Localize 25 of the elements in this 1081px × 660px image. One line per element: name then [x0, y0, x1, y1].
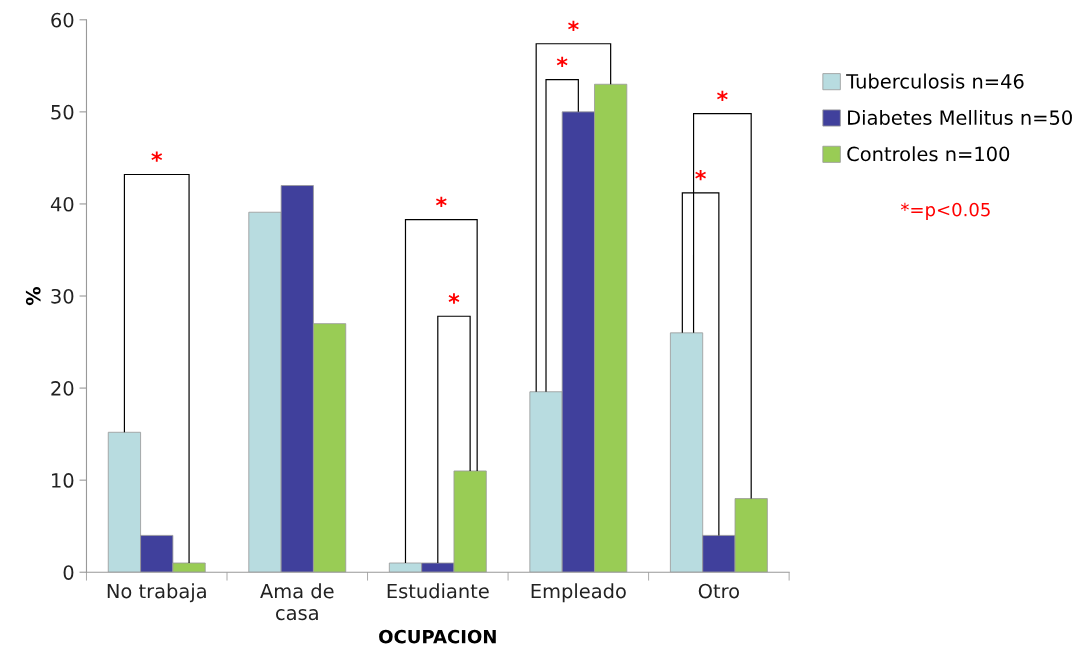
annotation: * [151, 151, 163, 162]
y-tick-label: 0 [63, 565, 74, 580]
annotation: * [695, 169, 706, 181]
y-tick-label: 20 [51, 381, 74, 396]
y-tick-label: 10 [52, 473, 74, 488]
x-tick-label: Empleado [531, 583, 626, 603]
x-tick-label: No trabaja [107, 583, 206, 603]
x-tick-label: Otro [698, 583, 739, 599]
annotation: * [448, 293, 460, 304]
x-tick-label: Ama de casa [260, 583, 334, 621]
annotation: * [568, 20, 579, 32]
annotation: * [717, 90, 728, 102]
annotation: * [556, 56, 568, 68]
annotation: * [435, 196, 447, 207]
legend-label: Controles n=100 [847, 146, 1010, 162]
x-axis-title: OCUPACION [379, 629, 496, 644]
y-tick-label: 40 [50, 196, 74, 212]
y-axis-title: % [25, 286, 41, 306]
text: *=p<0.05 [900, 202, 990, 220]
legend-label: Tuberculosis n=46 [846, 73, 1024, 89]
legend-label: Diabetes Mellitus n=50 [848, 109, 1072, 125]
x-tick-label: Estudiante [387, 583, 489, 599]
y-tick-label: 60 [51, 12, 74, 28]
y-tick-label: 30 [51, 288, 74, 304]
y-tick-label: 50 [51, 104, 74, 120]
